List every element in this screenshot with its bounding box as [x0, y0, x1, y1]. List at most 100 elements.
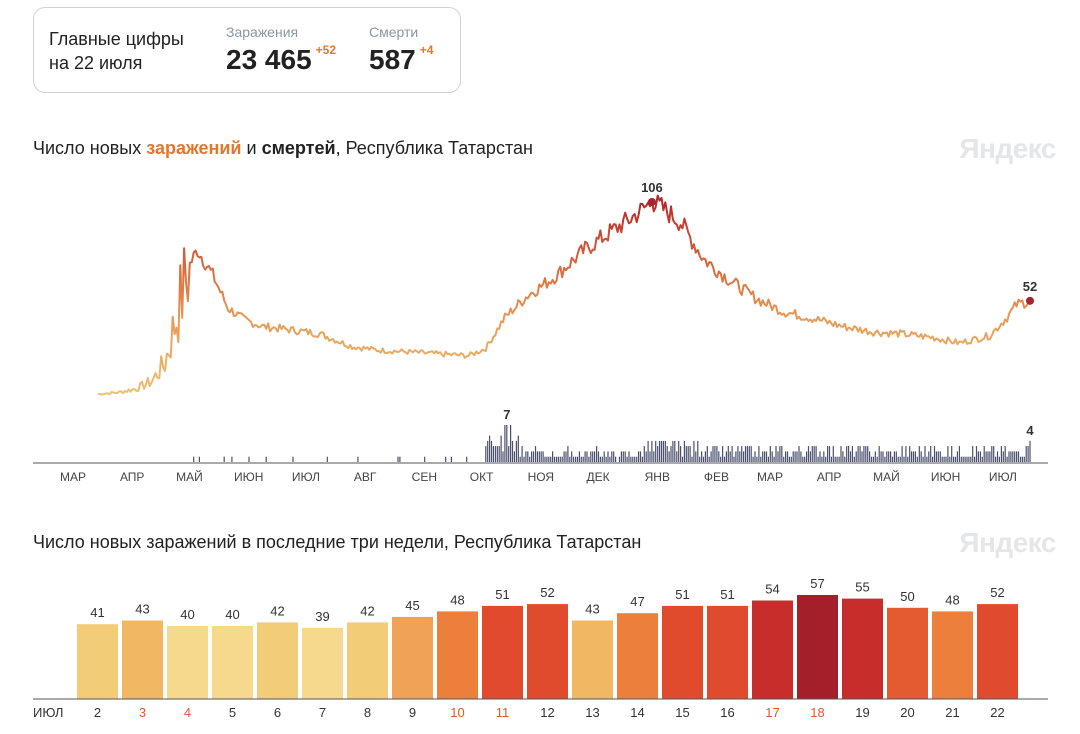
death-bar — [723, 456, 726, 462]
death-bar — [796, 451, 798, 462]
death-bar — [292, 456, 294, 462]
deaths-label: Смерти — [369, 24, 419, 40]
death-bar — [727, 446, 729, 462]
day-tick-label: 14 — [630, 705, 644, 720]
day-tick-label: 21 — [945, 705, 959, 720]
death-bar — [231, 456, 233, 462]
death-bar — [865, 446, 867, 462]
death-bar — [832, 446, 834, 462]
death-bar — [903, 456, 905, 462]
death-bar — [895, 451, 897, 462]
death-bar — [571, 451, 573, 462]
day-tick-label: 18 — [810, 705, 824, 720]
day-bar — [77, 624, 118, 699]
death-bar — [846, 446, 848, 462]
death-bar — [655, 440, 657, 462]
death-bar — [930, 446, 932, 462]
death-bar — [565, 451, 567, 462]
death-bar — [573, 456, 575, 462]
death-bar — [660, 440, 663, 462]
day-tick-label: 4 — [184, 705, 191, 720]
death-bar — [836, 456, 838, 462]
day-tick-label: 20 — [900, 705, 914, 720]
death-bar — [597, 451, 600, 462]
death-bar — [609, 456, 611, 462]
death-bar — [223, 456, 225, 462]
death-bar — [634, 456, 636, 462]
death-bar — [538, 451, 540, 462]
death-bar — [1008, 451, 1010, 462]
chart2-title: Число новых заражений в последние три не… — [33, 532, 642, 552]
death-bar — [861, 451, 863, 462]
death-bar — [823, 451, 825, 462]
death-bar — [603, 451, 605, 462]
death-bar — [636, 456, 638, 462]
bar-value-label: 48 — [945, 592, 959, 607]
death-bar — [504, 425, 506, 462]
death-bar — [876, 456, 878, 462]
day-tick-label: 13 — [585, 705, 599, 720]
month-tick-label: АПР — [120, 470, 145, 484]
month-tick-label: ФЕВ — [704, 470, 729, 484]
deaths-value: 587 — [369, 44, 416, 75]
bar-value-label: 45 — [405, 598, 419, 613]
bar-value-label: 57 — [810, 576, 824, 591]
death-bar — [729, 451, 731, 462]
death-bar — [515, 440, 517, 462]
death-bar — [584, 451, 586, 462]
death-bar — [993, 446, 995, 462]
death-bar — [781, 446, 783, 462]
death-bar — [720, 456, 722, 462]
death-bar — [758, 446, 760, 462]
death-bar — [733, 456, 735, 462]
death-bar — [490, 440, 493, 462]
bar-value-label: 54 — [765, 582, 779, 597]
day-tick-label: 19 — [855, 705, 869, 720]
infections-deaths-chart: 106 52 7 4 МАР АПР МАЙ ИЮН ИЮЛ АВГ СЕН ОКТ НОЯ ДЕ… — [33, 180, 1048, 484]
death-bar — [891, 456, 894, 462]
death-bar — [605, 456, 607, 462]
day-bar — [617, 613, 658, 699]
death-bar — [622, 451, 624, 462]
death-bar — [912, 451, 915, 462]
death-bar — [710, 451, 712, 462]
death-bar — [771, 451, 773, 462]
death-bar — [666, 446, 668, 462]
death-bar — [884, 456, 886, 462]
summary-title-line2: на 22 июля — [49, 53, 143, 73]
death-bar — [601, 456, 603, 462]
death-bar — [975, 446, 978, 462]
day-bar — [887, 607, 928, 699]
bar-value-label: 51 — [675, 587, 689, 602]
death-bar — [653, 451, 655, 462]
death-bar — [706, 446, 708, 462]
death-bar — [662, 440, 664, 462]
death-bar — [485, 446, 487, 462]
day-tick-label: 6 — [274, 705, 281, 720]
death-bar — [529, 456, 531, 462]
death-bar — [702, 456, 705, 462]
death-bar — [804, 456, 806, 462]
bar-value-label: 42 — [270, 603, 284, 618]
death-bar — [1014, 451, 1016, 462]
month-tick-label: ИЮЛ — [292, 470, 320, 484]
death-bar — [859, 446, 861, 462]
death-bar — [991, 446, 993, 462]
death-bar — [1004, 446, 1006, 462]
day-bar — [212, 626, 253, 699]
day-bar — [707, 605, 748, 699]
bar-value-label: 52 — [540, 585, 554, 600]
peak-marker — [647, 198, 656, 206]
death-bar — [935, 451, 937, 462]
death-bar — [1025, 446, 1027, 462]
month-tick-label: МАЙ — [176, 469, 203, 484]
death-bar — [882, 451, 884, 462]
day-tick-label: 12 — [540, 705, 554, 720]
death-bar — [687, 446, 689, 462]
death-bar — [1019, 456, 1022, 462]
death-bar — [248, 456, 250, 462]
month-tick-label: АПР — [817, 470, 842, 484]
death-bar — [450, 456, 452, 462]
death-bar — [693, 440, 695, 462]
death-bar — [664, 440, 666, 462]
